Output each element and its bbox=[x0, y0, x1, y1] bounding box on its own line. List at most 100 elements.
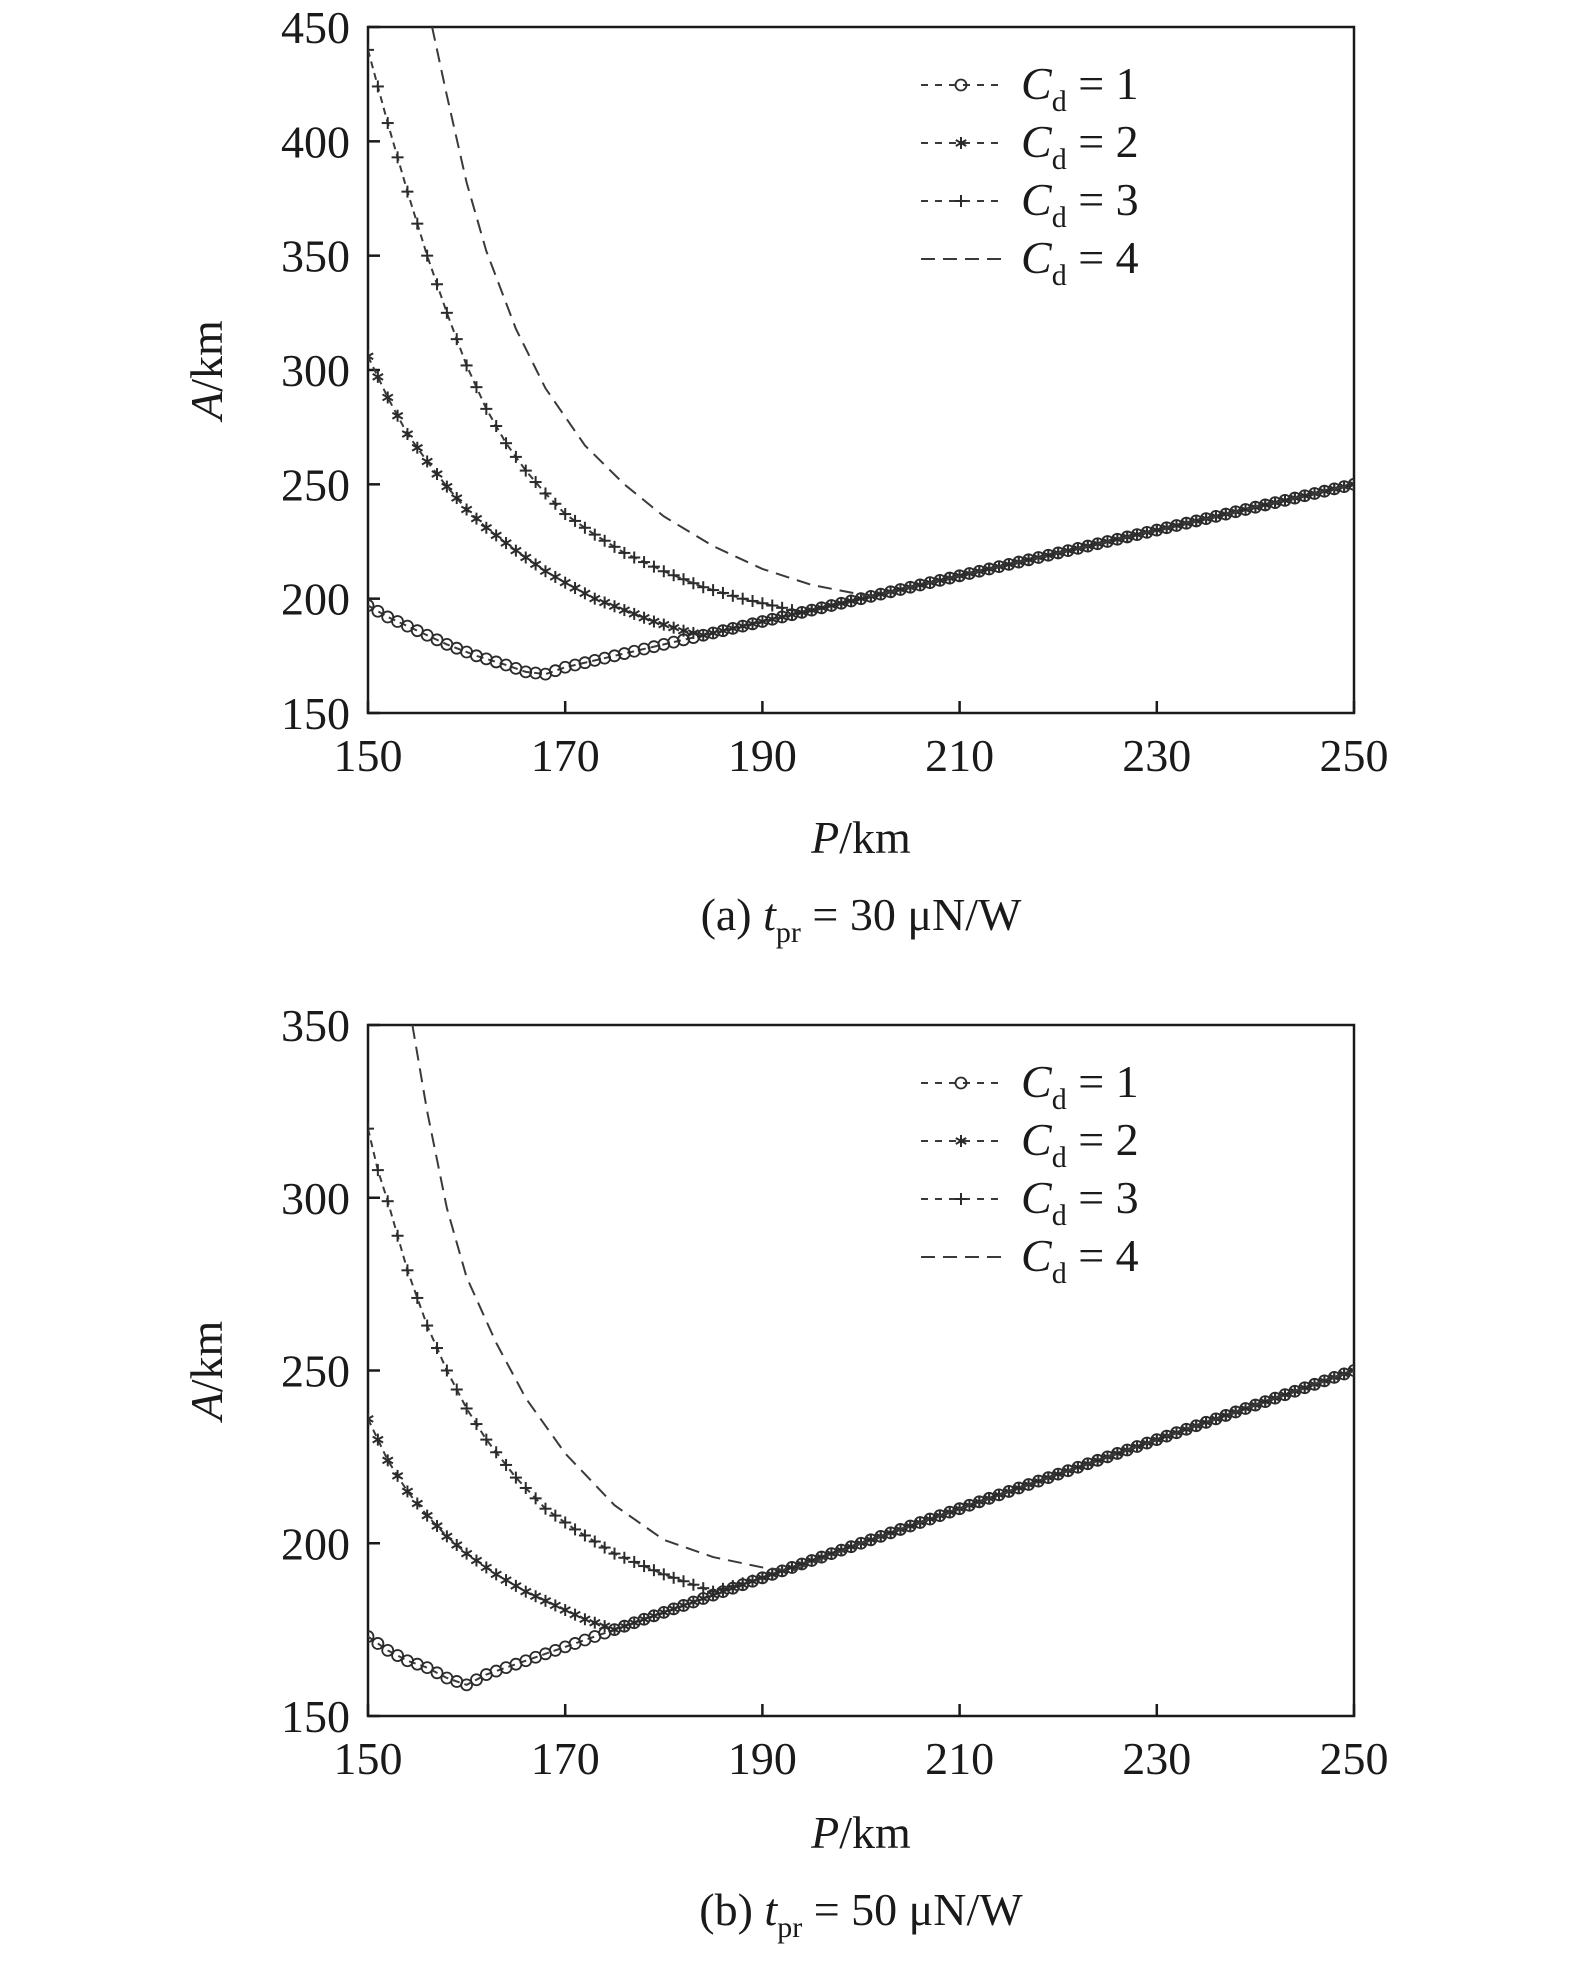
data-point bbox=[520, 551, 532, 564]
data-point bbox=[569, 1523, 582, 1536]
data-point bbox=[529, 1492, 542, 1505]
data-point bbox=[509, 1471, 522, 1484]
data-point bbox=[628, 551, 641, 564]
data-point bbox=[1259, 1395, 1272, 1408]
data-point bbox=[746, 617, 759, 630]
data-point bbox=[727, 622, 739, 635]
panel-caption: (a) tpr = 30 μN/W bbox=[701, 889, 1022, 949]
chart-panel-b: 150 170 190 210 230 250 150 200 250 300 350 P/km A/k… bbox=[181, 1000, 1389, 1944]
data-point bbox=[368, 43, 374, 56]
data-point bbox=[371, 604, 385, 618]
data-point bbox=[382, 1454, 394, 1467]
legend-label: Cd = 1 bbox=[1021, 1056, 1139, 1116]
y-axis-label: A/km bbox=[181, 1320, 232, 1423]
legend-label: Cd = 2 bbox=[1021, 116, 1139, 176]
y-tick-label: 150 bbox=[281, 1691, 350, 1742]
data-point bbox=[368, 599, 375, 612]
legend-marker bbox=[955, 1135, 967, 1147]
data-point bbox=[687, 626, 700, 639]
data-point bbox=[391, 151, 404, 164]
series-cd-3 bbox=[368, 43, 1354, 619]
x-tick-label: 250 bbox=[1320, 730, 1389, 781]
data-point bbox=[726, 589, 739, 602]
legend-label: Cd = 1 bbox=[1021, 58, 1139, 118]
legend-label: Cd = 3 bbox=[1021, 174, 1139, 234]
x-tick-label: 170 bbox=[531, 1733, 600, 1784]
data-point bbox=[372, 1433, 384, 1446]
series-cd-3 bbox=[368, 1122, 1354, 1598]
y-tick-label: 450 bbox=[281, 2, 350, 53]
data-point bbox=[648, 1609, 660, 1622]
data-point bbox=[391, 1649, 404, 1662]
data-point bbox=[638, 611, 650, 624]
data-point bbox=[1348, 478, 1354, 491]
data-point bbox=[519, 665, 533, 679]
data-point bbox=[549, 1509, 562, 1522]
data-point bbox=[411, 1291, 424, 1304]
data-point bbox=[1318, 1374, 1331, 1387]
data-point bbox=[579, 1613, 591, 1626]
data-point bbox=[451, 1538, 463, 1551]
data-point bbox=[549, 497, 562, 510]
data-point bbox=[667, 621, 680, 634]
data-point bbox=[430, 1666, 444, 1680]
data-point bbox=[618, 1620, 631, 1633]
data-point bbox=[647, 1564, 660, 1577]
x-tick-label: 150 bbox=[334, 1733, 403, 1784]
data-point bbox=[382, 391, 394, 404]
data-point bbox=[746, 594, 759, 607]
data-point bbox=[510, 544, 522, 557]
legend-marker bbox=[955, 137, 967, 149]
data-point bbox=[578, 521, 591, 534]
legend-item-cd-3: Cd = 3 bbox=[921, 1172, 1139, 1232]
data-point bbox=[529, 558, 542, 571]
data-point bbox=[766, 599, 779, 612]
data-point bbox=[795, 606, 808, 619]
data-point bbox=[648, 615, 660, 628]
data-point bbox=[687, 1578, 700, 1591]
data-point bbox=[657, 565, 670, 578]
data-point bbox=[776, 601, 789, 614]
data-point bbox=[401, 185, 414, 198]
series-cd-1 bbox=[368, 477, 1354, 681]
data-point bbox=[589, 1616, 601, 1629]
x-tick-label: 210 bbox=[925, 730, 994, 781]
data-point bbox=[657, 1568, 670, 1581]
data-point bbox=[608, 1623, 621, 1636]
data-point bbox=[431, 1519, 443, 1532]
data-point bbox=[368, 1412, 374, 1425]
legend: Cd = 1Cd = 2Cd = 3Cd = 4 bbox=[921, 58, 1139, 292]
data-point bbox=[618, 546, 631, 559]
data-point bbox=[785, 1561, 798, 1574]
data-point bbox=[460, 359, 473, 372]
data-point bbox=[539, 1502, 552, 1515]
data-point bbox=[529, 1590, 542, 1603]
y-tick-label: 200 bbox=[281, 1518, 350, 1569]
data-point bbox=[411, 1497, 423, 1510]
data-point bbox=[658, 1606, 670, 1619]
data-point bbox=[746, 1574, 759, 1587]
legend-marker bbox=[955, 195, 967, 207]
data-point bbox=[815, 601, 828, 614]
data-point bbox=[589, 592, 601, 605]
data-point bbox=[480, 402, 493, 415]
data-point bbox=[391, 1229, 404, 1242]
y-tick-label: 300 bbox=[281, 345, 350, 396]
data-point bbox=[756, 1571, 769, 1584]
data-point bbox=[855, 592, 867, 605]
data-point bbox=[608, 1547, 621, 1560]
y-tick-label: 350 bbox=[281, 231, 350, 282]
data-point bbox=[687, 577, 700, 590]
legend-item-cd-2: Cd = 2 bbox=[921, 1114, 1139, 1174]
legend-label: Cd = 4 bbox=[1021, 232, 1139, 292]
data-point bbox=[638, 1560, 651, 1573]
data-point bbox=[864, 1533, 877, 1546]
legend-label: Cd = 4 bbox=[1021, 1230, 1139, 1290]
data-point bbox=[716, 586, 729, 599]
data-point bbox=[411, 217, 424, 230]
series-cd-2 bbox=[368, 1364, 1354, 1636]
data-point bbox=[539, 1594, 552, 1607]
data-point bbox=[529, 476, 542, 489]
data-point bbox=[569, 514, 582, 527]
